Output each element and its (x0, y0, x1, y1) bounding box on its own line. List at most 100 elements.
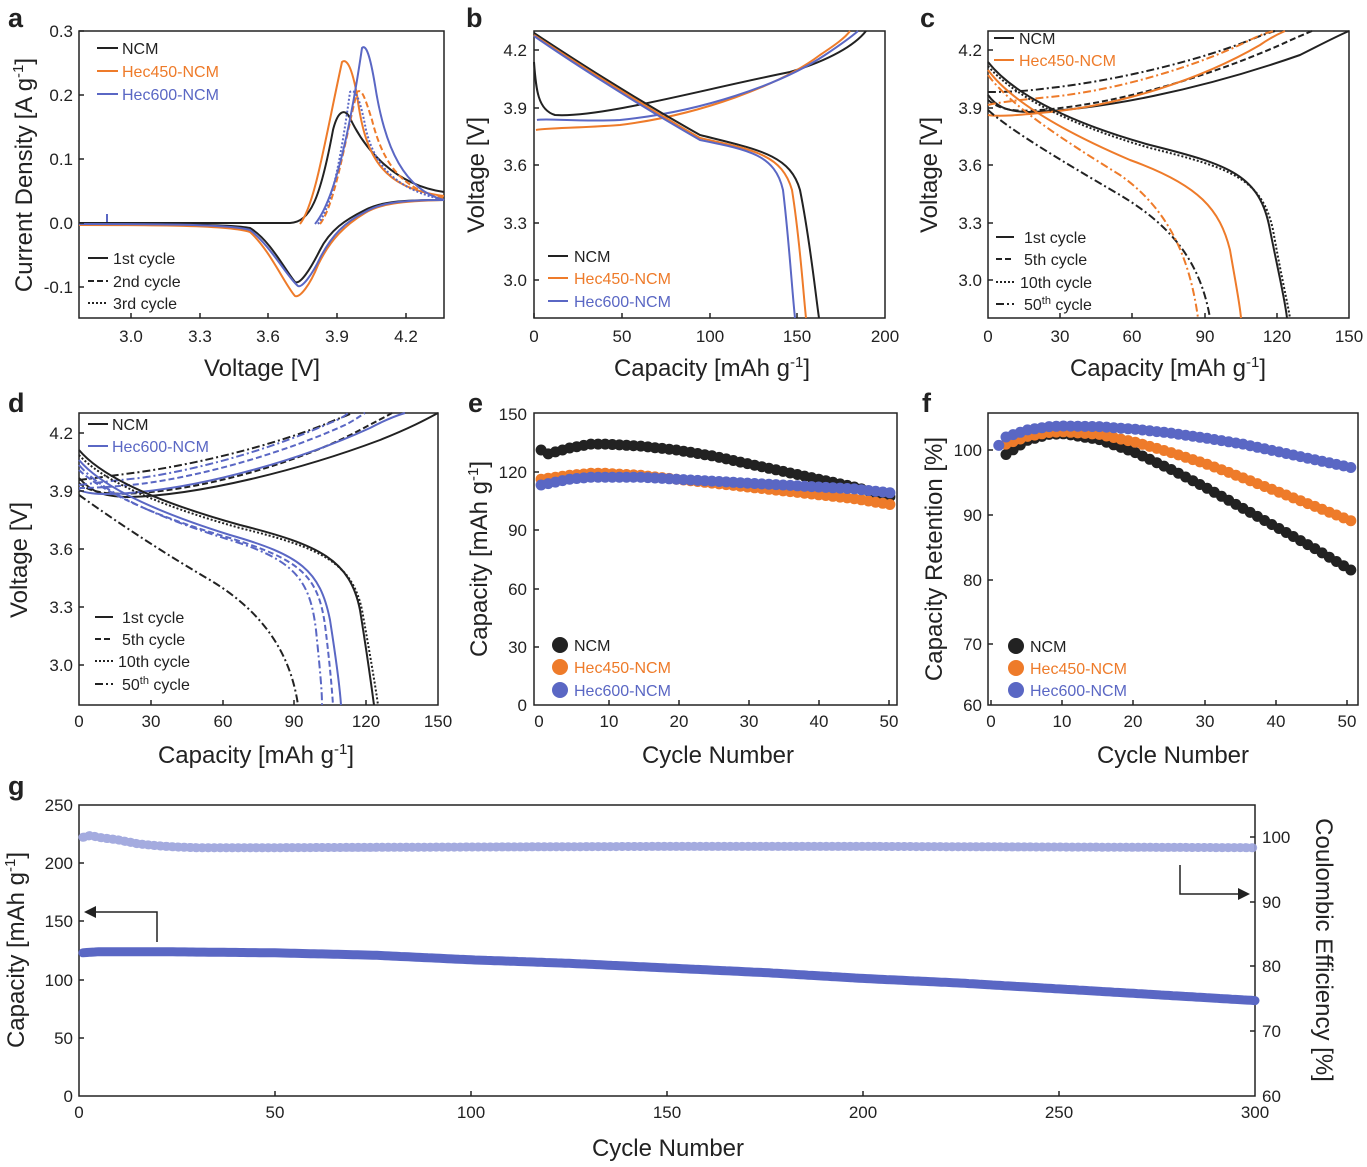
arrow-right-shaft (1179, 865, 1240, 895)
legend-d-label-cycle1: 1st cycle (122, 610, 184, 627)
xlabel-d-main: Capacity [mAh g (158, 742, 334, 769)
xtick-label-e-5: 50 (880, 712, 899, 731)
legend-a-cycles: 1st cycle 2nd cycle 3rd cycle (88, 251, 181, 313)
curve-c-ncm-discharge-50 (987, 109, 1211, 319)
points-e (535, 438, 896, 510)
legend-e-label-ncm: NCM (574, 638, 610, 655)
xlabel-e: Cycle Number (642, 742, 794, 769)
y2tick-label-g-3: 90 (1262, 893, 1281, 912)
panel-letter-c: c (920, 3, 935, 33)
legend-label-ncm: NCM (122, 41, 158, 58)
curve-d-hec600-discharge-5 (78, 469, 334, 706)
legend-e-marker-hec450 (552, 659, 568, 675)
point-f-hec600-ncm-50 (1345, 462, 1357, 473)
legend-a-materials: NCM Hec450-NCM Hec600-NCM (97, 41, 219, 104)
legend-d-label-ncm: NCM (112, 417, 148, 434)
ytick-label-b-1: 3.3 (503, 214, 527, 233)
ylabel-c: Voltage [V] (916, 117, 943, 233)
ytick-label-a-2: 0.1 (49, 150, 73, 169)
ylabel-a-close: ] (11, 58, 38, 65)
xtick-label-d-4: 120 (352, 712, 380, 731)
xtick-label-e-1: 10 (600, 712, 619, 731)
curve-b-hec600-discharge (533, 35, 796, 319)
legend-d-label-cycle10: 10th cycle (118, 654, 190, 671)
legend-d-label-cycle50: 50th cycle (122, 675, 190, 694)
panel-letter-e: e (468, 388, 483, 418)
xlabel-c: Capacity [mAh g-1] (1070, 354, 1266, 382)
legend-e-marker-ncm (552, 637, 568, 653)
legend-b-label-hec600: Hec600-NCM (574, 294, 671, 311)
legend-b-label-ncm: NCM (574, 249, 610, 266)
ytick-label-g-0: 0 (64, 1087, 73, 1106)
ytick-label-f-2: 80 (963, 571, 982, 590)
arrow-left-g (84, 906, 158, 942)
panel-letter-f: f (922, 388, 932, 418)
legend-c-cycle50-sup: th (1042, 295, 1051, 307)
xtick-label-e-3: 30 (740, 712, 759, 731)
panel-a: a NCM Hec450-NCM Hec600-NCM 1st cycle 2n… (8, 3, 445, 382)
xlabel-c-main: Capacity [mAh g (1070, 355, 1246, 382)
curve-d-ncm-charge-50 (78, 412, 353, 481)
legend-c-label-hec450: Hec450-NCM (1019, 53, 1116, 70)
xtick-label-g-2: 100 (457, 1103, 485, 1122)
curve-a-hec600-ox (314, 46, 445, 225)
ticks-b: 3.0 3.3 3.6 3.9 4.2 0 50 100 150 200 (503, 41, 899, 346)
xtick-label-b-2: 100 (696, 327, 724, 346)
legend-c-label-cycle1: 1st cycle (1024, 230, 1086, 247)
ytick-label-b-4: 4.2 (503, 41, 527, 60)
curve-b-ncm-discharge (533, 32, 820, 319)
xtick-label-g-4: 200 (849, 1103, 877, 1122)
y2tick-label-g-1: 70 (1262, 1022, 1281, 1041)
point-f-hec450-ncm-50 (1345, 515, 1357, 527)
point-e-hec600-ncm-50 (884, 487, 896, 499)
xlabel-f: Cycle Number (1097, 742, 1249, 769)
curve-d-hec600-discharge-50 (78, 464, 323, 706)
curve-d-hec600-charge-1 (78, 412, 406, 496)
curve-d-ncm-discharge-1 (78, 449, 375, 706)
y2tick-label-g-4: 100 (1262, 828, 1290, 847)
ytick-label-c-3: 3.9 (958, 99, 982, 118)
xtick-label-d-3: 90 (285, 712, 304, 731)
legend-f-marker-hec600 (1008, 682, 1024, 698)
ytick-label-e-4: 120 (499, 463, 527, 482)
arrow-left-shaft (92, 911, 158, 942)
xtick-label-g-5: 250 (1045, 1103, 1073, 1122)
ytick-label-a-4: 0.3 (49, 22, 73, 41)
ytick-label-d-3: 3.9 (49, 482, 73, 501)
legend-f-label-hec450: Hec450-NCM (1030, 661, 1127, 678)
point-e-hec450-ncm-50 (884, 499, 896, 510)
curve-a-hec600-red (78, 199, 445, 288)
xtick-label-a-0: 3.0 (119, 327, 143, 346)
ytick-label-g-2: 100 (45, 971, 73, 990)
ytick-label-d-0: 3.0 (49, 656, 73, 675)
xtick-label-c-0: 0 (983, 327, 992, 346)
xlabel-b-main: Capacity [mAh g (614, 355, 790, 382)
legend-d-cycles: 1st cycle 5th cycle 10th cycle 50th cycl… (95, 610, 190, 694)
legend-label-hec450: Hec450-NCM (122, 64, 219, 81)
legend-f-label-ncm: NCM (1030, 639, 1066, 656)
ytick-label-a-1: 0.0 (49, 214, 73, 233)
ticks-d: 3.0 3.3 3.6 3.9 4.2 0 30 60 90 120 150 (49, 424, 452, 731)
xlabel-d-sup: -1 (334, 741, 347, 758)
panel-f: f NCM Hec450-NCM Hec600-NCM 60 70 80 90 … (921, 388, 1359, 769)
legend-d-materials: NCM Hec600-NCM (88, 417, 209, 456)
ylabel-b: Voltage [V] (463, 117, 490, 233)
ylabel-e-main: Capacity [mAh g (466, 481, 493, 657)
legend-c-label-cycle50: 50th cycle (1024, 295, 1092, 314)
curve-d-ncm-discharge-50 (78, 494, 299, 706)
curve-c-hec450-discharge-1 (987, 69, 1242, 319)
xtick-label-g-3: 150 (653, 1103, 681, 1122)
xtick-label-g-1: 50 (266, 1103, 285, 1122)
xtick-label-f-0: 0 (986, 712, 995, 731)
xtick-label-f-3: 30 (1196, 712, 1215, 731)
ticks-e: 0 30 60 90 120 150 0 10 20 30 40 50 (499, 405, 899, 731)
curve-d-ncm-discharge-10 (78, 454, 379, 706)
ylabel-g: Capacity [mAh g-1] (2, 852, 30, 1048)
ylabel-a-unit: [A g (11, 78, 38, 119)
xlabel-a: Voltage [V] (204, 355, 320, 382)
y2tick-label-g-2: 80 (1262, 957, 1281, 976)
xtick-label-a-3: 3.9 (325, 327, 349, 346)
xtick-label-d-2: 60 (214, 712, 233, 731)
legend-f-marker-ncm (1008, 638, 1024, 654)
